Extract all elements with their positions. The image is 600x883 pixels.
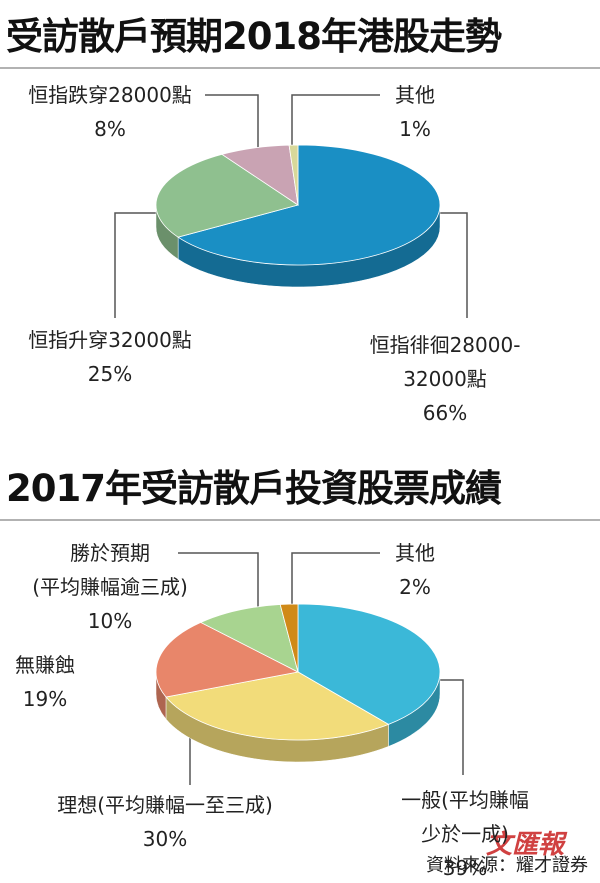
category-label: 恒指升穿32000點 bbox=[28, 328, 192, 352]
chart-title: 受訪散戶預期2018年港股走勢 bbox=[6, 15, 502, 58]
value-label: 19% bbox=[22, 687, 68, 711]
value-label: 10% bbox=[87, 609, 133, 633]
leader-line bbox=[291, 94, 380, 158]
slice-label: 其他 2% bbox=[395, 536, 435, 604]
slice-label: 理想(平均賺幅一至三成) 30% bbox=[57, 788, 273, 856]
value-label: 30% bbox=[142, 827, 188, 851]
slice-label: 一般(平均賺幅少於一成) 39% bbox=[398, 783, 533, 883]
leader-line bbox=[291, 552, 380, 614]
value-label: 66% bbox=[422, 401, 468, 425]
value-label: 25% bbox=[87, 362, 133, 386]
category-label: 勝於預期 (平均賺幅逾三成) bbox=[32, 541, 188, 599]
slice bbox=[297, 603, 441, 725]
watermark: 文匯報 bbox=[485, 830, 564, 860]
category-label: 無賺蝕 bbox=[15, 653, 75, 677]
slice-label: 恒指徘徊28000-32000點 66% bbox=[368, 328, 523, 430]
category-label: 理想(平均賺幅一至三成) bbox=[57, 793, 273, 817]
value-label: 39% bbox=[442, 856, 488, 880]
slice bbox=[155, 621, 300, 698]
slice bbox=[288, 144, 299, 206]
slice-label: 勝於預期 (平均賺幅逾三成) 10% bbox=[32, 536, 188, 638]
value-label: 8% bbox=[94, 117, 126, 141]
chart-title: 2017年受訪散戶投資股票成績 bbox=[6, 467, 502, 510]
category-label: 一般(平均賺幅少於一成) bbox=[401, 788, 529, 846]
value-label: 2% bbox=[399, 575, 431, 599]
slice bbox=[177, 144, 441, 266]
slice-label: 其他 1% bbox=[395, 78, 435, 146]
source: 資料來源：耀才證券 bbox=[426, 855, 588, 876]
slice bbox=[199, 604, 299, 673]
leader-lines bbox=[0, 67, 600, 785]
value-label: 1% bbox=[399, 117, 431, 141]
leader-line bbox=[114, 212, 162, 318]
slice bbox=[155, 153, 299, 238]
slice-label: 恒指升穿32000點 25% bbox=[28, 323, 192, 391]
slice bbox=[279, 603, 299, 673]
category-label: 恒指跌穿28000點 bbox=[28, 83, 192, 107]
category-label: 其他 bbox=[395, 83, 435, 107]
leader-line bbox=[205, 94, 259, 160]
leader-line bbox=[440, 679, 464, 775]
slice-label: 無賺蝕 19% bbox=[15, 648, 75, 716]
leader-line bbox=[178, 552, 259, 618]
category-label: 其他 bbox=[395, 541, 435, 565]
slice-label: 恒指跌穿28000點 8% bbox=[28, 78, 192, 146]
leader-line bbox=[440, 212, 468, 318]
slice bbox=[165, 671, 390, 741]
category-label: 恒指徘徊28000-32000點 bbox=[369, 333, 521, 391]
